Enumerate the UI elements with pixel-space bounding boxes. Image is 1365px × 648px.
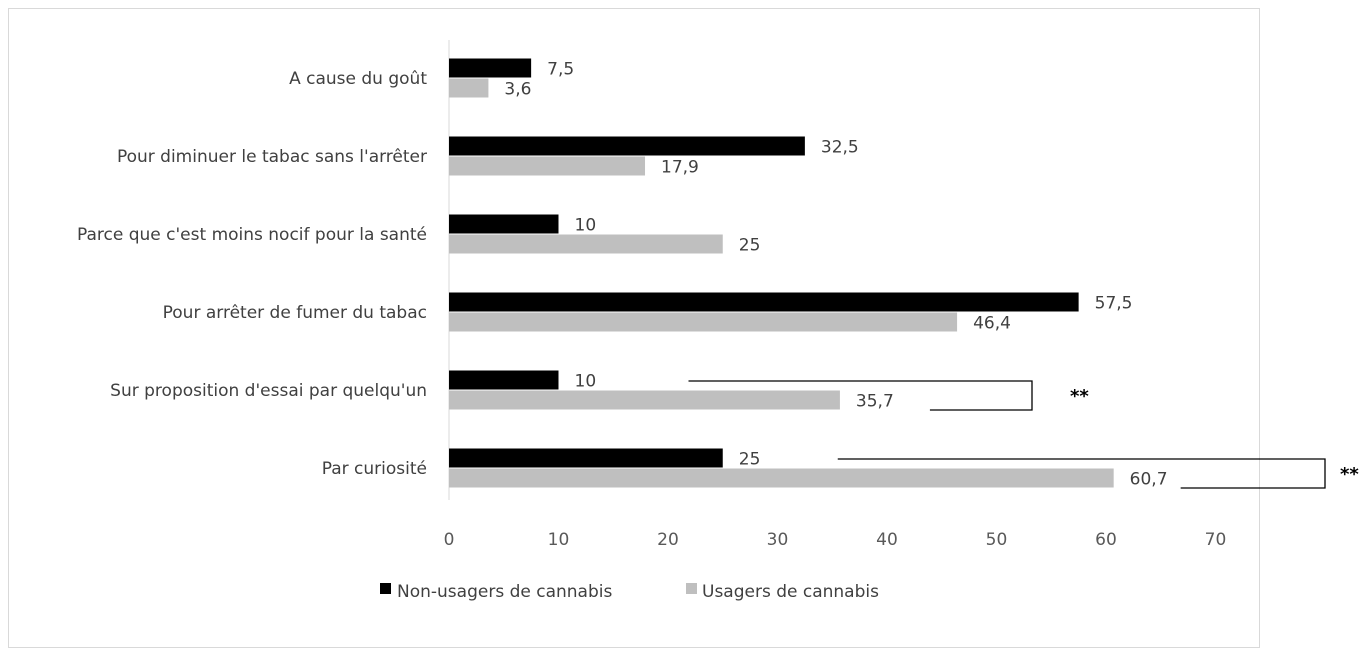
bar-non-usagers — [449, 214, 559, 234]
data-label: 60,7 — [1130, 470, 1168, 490]
data-label: 10 — [575, 216, 597, 236]
significance-marker: ** — [1340, 464, 1359, 485]
x-tick-label: 50 — [986, 530, 1008, 550]
x-tick-label: 10 — [548, 530, 570, 550]
bar-chart: 0 10 20 30 40 50 60 70 A cause du goût 7,5 3,6 Pour… — [77, 40, 1359, 602]
bar-usagers — [449, 468, 1114, 488]
bar-non-usagers — [449, 448, 723, 468]
legend-label: Non-usagers de cannabis — [397, 582, 612, 602]
bar-non-usagers — [449, 292, 1079, 312]
bar-usagers — [449, 390, 840, 410]
data-label: 32,5 — [821, 138, 859, 158]
data-label: 10 — [575, 372, 597, 392]
bar-non-usagers — [449, 136, 805, 156]
legend-swatch-non-usagers — [380, 583, 391, 594]
bar-usagers — [449, 78, 489, 98]
data-label: 25 — [739, 450, 761, 470]
category-label: A cause du goût — [289, 69, 427, 89]
data-label: 7,5 — [547, 60, 574, 80]
data-label: 35,7 — [856, 392, 894, 412]
category-label: Sur proposition d'essai par quelqu'un — [110, 381, 427, 401]
data-label: 46,4 — [973, 314, 1011, 334]
bar-usagers — [449, 312, 958, 332]
category-label: Pour arrêter de fumer du tabac — [163, 303, 427, 323]
data-label: 57,5 — [1095, 294, 1133, 314]
legend-label: Usagers de cannabis — [702, 582, 879, 602]
x-tick-label: 60 — [1095, 530, 1117, 550]
x-tick-label: 30 — [767, 530, 789, 550]
data-label: 3,6 — [504, 80, 531, 100]
category-label: Parce que c'est moins nocif pour la sant… — [77, 225, 427, 245]
category-label: Par curiosité — [322, 459, 427, 479]
bar-usagers — [449, 234, 723, 254]
data-label: 17,9 — [661, 158, 699, 178]
significance-bracket — [688, 380, 1033, 411]
significance-marker: ** — [1070, 386, 1089, 407]
x-tick-label: 0 — [444, 530, 455, 550]
x-tick-label: 20 — [657, 530, 679, 550]
legend-swatch-usagers — [686, 583, 697, 594]
significance-bracket — [837, 458, 1326, 489]
bar-non-usagers — [449, 370, 559, 390]
data-label: 25 — [739, 236, 761, 256]
bar-usagers — [449, 156, 646, 176]
category-label: Pour diminuer le tabac sans l'arrêter — [117, 147, 427, 167]
x-tick-label: 40 — [876, 530, 898, 550]
bar-non-usagers — [449, 58, 532, 78]
x-tick-label: 70 — [1205, 530, 1227, 550]
